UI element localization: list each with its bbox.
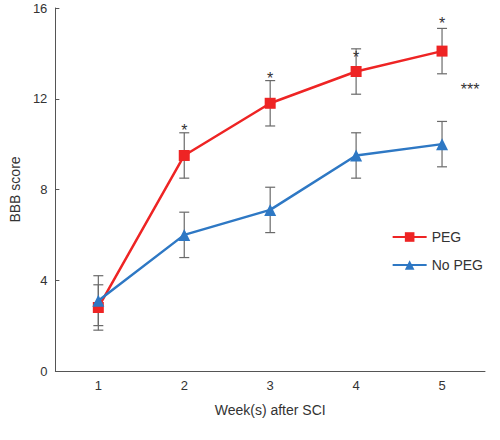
svg-text:8: 8	[40, 182, 47, 197]
svg-text:*: *	[353, 49, 359, 66]
svg-text:2: 2	[181, 378, 188, 393]
svg-text:No PEG: No PEG	[432, 257, 483, 273]
svg-text:*: *	[181, 122, 187, 139]
svg-text:4: 4	[352, 378, 359, 393]
svg-text:*: *	[267, 70, 273, 87]
svg-text:16: 16	[33, 1, 47, 16]
svg-text:1: 1	[95, 378, 102, 393]
svg-text:3: 3	[267, 378, 274, 393]
svg-text:BBB score: BBB score	[7, 156, 23, 222]
svg-text:5: 5	[438, 378, 445, 393]
svg-text:12: 12	[33, 91, 47, 106]
svg-text:Week(s) after SCI: Week(s) after SCI	[215, 402, 326, 418]
svg-text:PEG: PEG	[432, 229, 462, 245]
svg-text:*: *	[439, 15, 445, 32]
svg-text:0: 0	[40, 364, 47, 379]
svg-text:4: 4	[40, 273, 47, 288]
svg-text:***: ***	[461, 81, 480, 98]
